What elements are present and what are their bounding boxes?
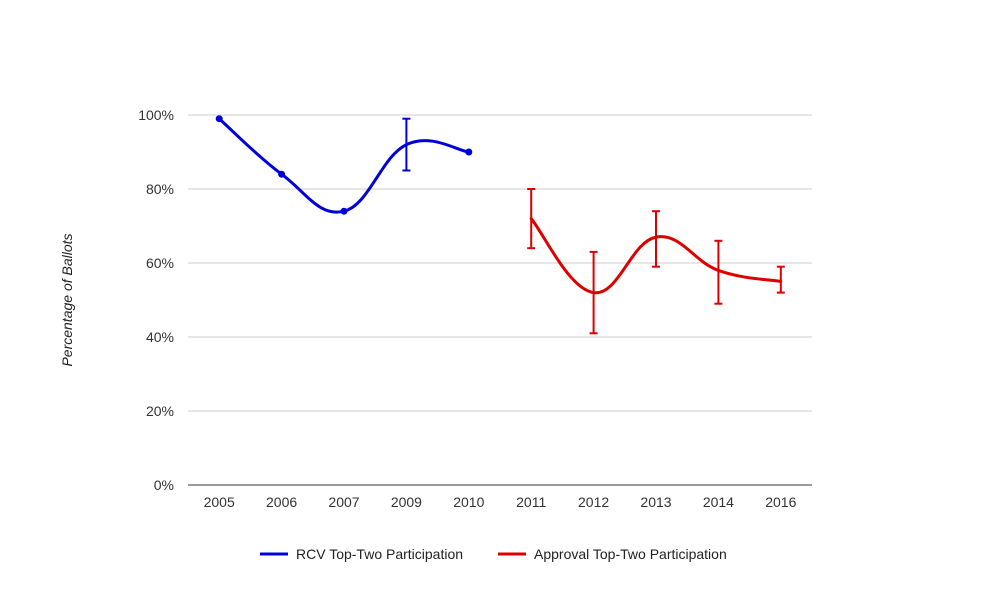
x-tick-label: 2014 [703, 494, 734, 510]
series-line [529, 217, 783, 295]
y-axis-ticks: 0% 20% 40% 60% 80% 100% [138, 107, 174, 493]
data-point [278, 170, 286, 178]
y-tick-label: 60% [146, 255, 174, 271]
data-point [215, 115, 223, 123]
y-axis-label: Percentage of Ballots [59, 233, 75, 366]
x-tick-label: 2006 [266, 494, 297, 510]
x-tick-label: 2010 [453, 494, 484, 510]
gridlines [188, 114, 812, 412]
x-tick-label: 2012 [578, 494, 609, 510]
legend-label: Approval Top-Two Participation [534, 546, 727, 562]
y-tick-label: 100% [138, 107, 174, 123]
x-tick-label: 2013 [640, 494, 671, 510]
x-tick-label: 2005 [204, 494, 235, 510]
y-tick-label: 0% [154, 477, 174, 493]
legend-label: RCV Top-Two Participation [296, 546, 463, 562]
data-point [465, 148, 473, 156]
y-tick-label: 20% [146, 403, 174, 419]
y-tick-label: 40% [146, 329, 174, 345]
x-tick-label: 2009 [391, 494, 422, 510]
x-axis-ticks: 2005 2006 2007 2009 2010 2011 2012 2013 2014 2016 [204, 494, 797, 510]
series-line [217, 117, 471, 214]
y-tick-label: 80% [146, 181, 174, 197]
legend: RCV Top-Two Participation Approval Top-Tw… [260, 546, 727, 562]
x-tick-label: 2011 [516, 494, 546, 510]
series-group [215, 115, 785, 335]
x-tick-label: 2007 [328, 494, 359, 510]
x-tick-label: 2016 [765, 494, 796, 510]
data-point [340, 207, 348, 215]
